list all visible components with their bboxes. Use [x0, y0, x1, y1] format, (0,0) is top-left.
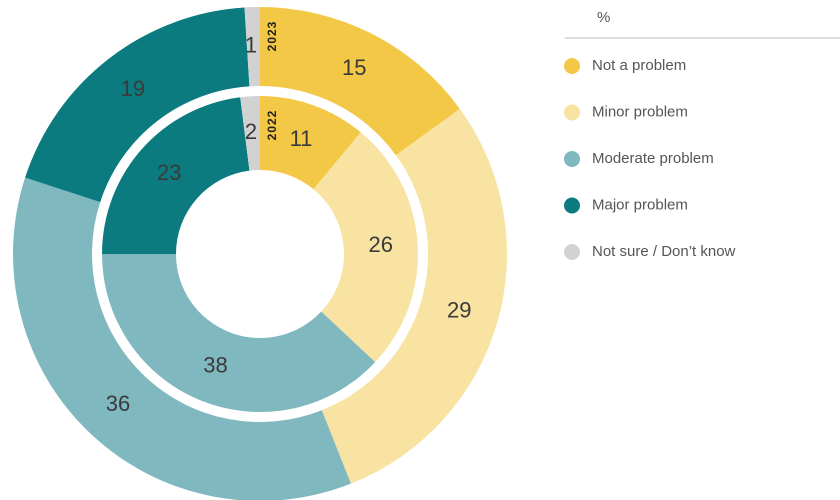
- legend-label: Minor problem: [592, 103, 688, 120]
- legend-label: Major problem: [592, 196, 688, 213]
- donut-slice: [244, 7, 260, 87]
- data-label: 36: [106, 391, 130, 416]
- data-label: 26: [369, 232, 393, 257]
- donut-slice: [240, 96, 260, 171]
- ring-label: 2023: [265, 21, 279, 52]
- data-label: 1: [245, 33, 257, 58]
- donut-slice: [25, 7, 250, 203]
- data-label: 19: [121, 76, 145, 101]
- data-label: 11: [290, 126, 313, 151]
- legend-label: Not a problem: [592, 57, 686, 74]
- legend-swatch: [564, 104, 580, 121]
- data-label: 2: [245, 119, 257, 144]
- legend-swatch: [564, 197, 580, 214]
- donut-slice: [313, 132, 419, 363]
- ring-gap: [94, 88, 426, 420]
- legend-label: Moderate problem: [592, 150, 714, 167]
- donut-slice: [321, 108, 508, 484]
- data-label: 29: [447, 298, 471, 323]
- data-label: 15: [342, 55, 366, 80]
- ring-label: 2022: [265, 110, 279, 141]
- donut-slice: [13, 177, 351, 500]
- legend-swatch: [564, 151, 580, 167]
- data-label: 23: [157, 160, 181, 185]
- donut-slice: [102, 254, 376, 413]
- legend-swatch: [564, 58, 580, 74]
- legend-label: Not sure / Don’t know: [592, 243, 736, 260]
- donut-slice: [260, 96, 361, 190]
- legend-title: %: [597, 9, 610, 26]
- donut-slice: [102, 97, 250, 254]
- donut-slice: [260, 7, 460, 156]
- legend-swatch: [564, 244, 580, 260]
- data-label: 38: [203, 352, 227, 377]
